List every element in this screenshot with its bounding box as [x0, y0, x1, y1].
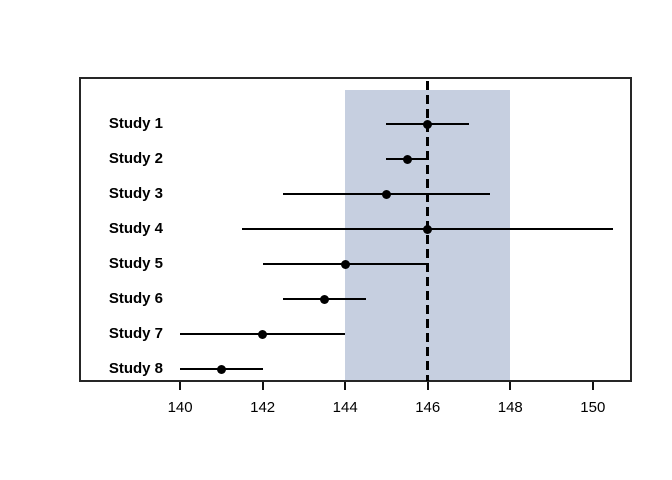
x-axis-tick: [344, 382, 347, 390]
point-estimate-marker: [423, 119, 433, 129]
study-label: Study 4: [108, 220, 163, 237]
study-label: Study 7: [108, 325, 163, 342]
x-axis-tick-label: 150: [580, 399, 606, 416]
point-estimate-marker: [320, 294, 330, 304]
x-axis-tick-label: 144: [332, 399, 358, 416]
point-estimate-marker: [423, 224, 433, 234]
x-axis-tick-label: 140: [167, 399, 193, 416]
study-label: Study 1: [108, 115, 163, 132]
study-label: Study 2: [108, 150, 163, 167]
point-estimate-marker: [381, 189, 391, 199]
plot-border: [79, 77, 632, 382]
point-estimate-marker: [402, 154, 412, 164]
study-label: Study 6: [108, 290, 163, 307]
point-estimate-marker: [340, 259, 350, 269]
x-axis-tick-label: 146: [415, 399, 441, 416]
x-axis-tick-label: 142: [250, 399, 276, 416]
x-axis-tick: [591, 382, 594, 390]
point-estimate-marker: [258, 329, 268, 339]
study-label: Study 8: [108, 360, 163, 377]
x-axis-tick-label: 148: [497, 399, 523, 416]
x-axis-tick: [509, 382, 512, 390]
x-axis-tick: [261, 382, 264, 390]
x-axis-tick: [179, 382, 182, 390]
x-axis-tick: [426, 382, 429, 390]
point-estimate-marker: [216, 364, 226, 374]
study-label: Study 3: [108, 185, 163, 202]
study-label: Study 5: [108, 255, 163, 272]
